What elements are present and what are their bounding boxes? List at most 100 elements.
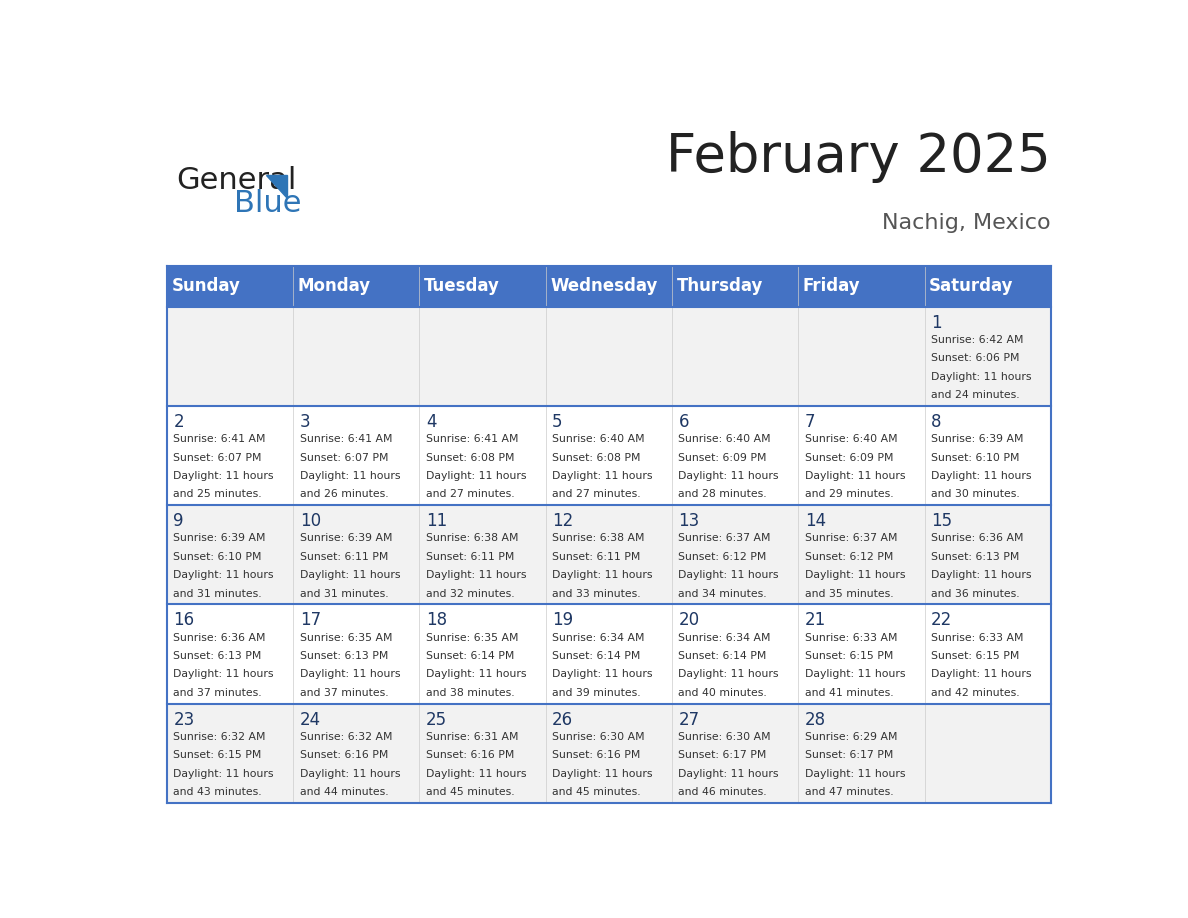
Text: Daylight: 11 hours: Daylight: 11 hours [931, 471, 1031, 481]
Text: Sunrise: 6:39 AM: Sunrise: 6:39 AM [299, 533, 392, 543]
Text: and 45 minutes.: and 45 minutes. [425, 787, 514, 797]
Text: Thursday: Thursday [677, 277, 763, 296]
Bar [166, 703, 1051, 803]
Text: 23: 23 [173, 711, 195, 729]
Text: Sunrise: 6:31 AM: Sunrise: 6:31 AM [425, 732, 518, 742]
Text: Sunrise: 6:33 AM: Sunrise: 6:33 AM [804, 633, 897, 643]
Polygon shape [266, 175, 286, 197]
Text: Daylight: 11 hours: Daylight: 11 hours [299, 471, 400, 481]
Text: 10: 10 [299, 512, 321, 531]
Text: Sunset: 6:11 PM: Sunset: 6:11 PM [552, 552, 640, 562]
Text: and 47 minutes.: and 47 minutes. [804, 787, 893, 797]
Text: and 31 minutes.: and 31 minutes. [299, 588, 388, 599]
Text: 7: 7 [804, 413, 815, 431]
Text: Daylight: 11 hours: Daylight: 11 hours [804, 669, 905, 679]
Text: Sunset: 6:11 PM: Sunset: 6:11 PM [425, 552, 514, 562]
Text: Sunrise: 6:29 AM: Sunrise: 6:29 AM [804, 732, 897, 742]
Text: Sunrise: 6:41 AM: Sunrise: 6:41 AM [299, 434, 392, 444]
Text: and 46 minutes.: and 46 minutes. [678, 787, 767, 797]
Text: Daylight: 11 hours: Daylight: 11 hours [173, 768, 274, 778]
Text: and 32 minutes.: and 32 minutes. [425, 588, 514, 599]
Text: 19: 19 [552, 611, 574, 630]
Text: 2: 2 [173, 413, 184, 431]
Text: Daylight: 11 hours: Daylight: 11 hours [552, 768, 652, 778]
Text: Sunset: 6:14 PM: Sunset: 6:14 PM [425, 651, 514, 661]
Bar [166, 265, 1051, 307]
Text: 27: 27 [678, 711, 700, 729]
Text: and 26 minutes.: and 26 minutes. [299, 489, 388, 499]
Text: Sunset: 6:16 PM: Sunset: 6:16 PM [425, 750, 514, 760]
Text: Daylight: 11 hours: Daylight: 11 hours [299, 669, 400, 679]
Text: Daylight: 11 hours: Daylight: 11 hours [173, 669, 274, 679]
Text: and 27 minutes.: and 27 minutes. [552, 489, 640, 499]
Text: Daylight: 11 hours: Daylight: 11 hours [425, 768, 526, 778]
Text: General: General [176, 166, 297, 195]
Text: and 24 minutes.: and 24 minutes. [931, 390, 1019, 400]
Text: Nachig, Mexico: Nachig, Mexico [883, 213, 1051, 232]
Text: Sunrise: 6:37 AM: Sunrise: 6:37 AM [804, 533, 897, 543]
Text: 16: 16 [173, 611, 195, 630]
Text: Sunrise: 6:30 AM: Sunrise: 6:30 AM [678, 732, 771, 742]
Text: Sunrise: 6:30 AM: Sunrise: 6:30 AM [552, 732, 645, 742]
Text: Sunrise: 6:40 AM: Sunrise: 6:40 AM [678, 434, 771, 444]
Text: Sunset: 6:13 PM: Sunset: 6:13 PM [299, 651, 388, 661]
Text: Wednesday: Wednesday [550, 277, 658, 296]
Text: Daylight: 11 hours: Daylight: 11 hours [678, 669, 779, 679]
Text: and 33 minutes.: and 33 minutes. [552, 588, 640, 599]
Text: and 43 minutes.: and 43 minutes. [173, 787, 263, 797]
Text: Sunday: Sunday [171, 277, 240, 296]
Text: 13: 13 [678, 512, 700, 531]
Bar [166, 505, 1051, 604]
Bar [166, 406, 1051, 505]
Text: Sunset: 6:17 PM: Sunset: 6:17 PM [678, 750, 766, 760]
Text: Daylight: 11 hours: Daylight: 11 hours [931, 372, 1031, 382]
Text: Daylight: 11 hours: Daylight: 11 hours [678, 471, 779, 481]
Text: Blue: Blue [234, 189, 302, 218]
Text: and 31 minutes.: and 31 minutes. [173, 588, 263, 599]
Text: Sunset: 6:15 PM: Sunset: 6:15 PM [931, 651, 1019, 661]
Text: Sunset: 6:09 PM: Sunset: 6:09 PM [678, 453, 767, 463]
Text: Daylight: 11 hours: Daylight: 11 hours [804, 471, 905, 481]
Text: and 25 minutes.: and 25 minutes. [173, 489, 263, 499]
Text: Sunset: 6:12 PM: Sunset: 6:12 PM [804, 552, 893, 562]
Text: 25: 25 [425, 711, 447, 729]
Text: Daylight: 11 hours: Daylight: 11 hours [804, 768, 905, 778]
Text: Sunset: 6:07 PM: Sunset: 6:07 PM [299, 453, 388, 463]
Text: Sunrise: 6:39 AM: Sunrise: 6:39 AM [931, 434, 1024, 444]
Text: Sunrise: 6:32 AM: Sunrise: 6:32 AM [299, 732, 392, 742]
Text: 4: 4 [425, 413, 436, 431]
Text: Sunset: 6:13 PM: Sunset: 6:13 PM [173, 651, 261, 661]
Text: Sunset: 6:08 PM: Sunset: 6:08 PM [552, 453, 640, 463]
Text: Sunset: 6:10 PM: Sunset: 6:10 PM [931, 453, 1019, 463]
Text: 26: 26 [552, 711, 574, 729]
Text: Friday: Friday [803, 277, 860, 296]
Text: and 30 minutes.: and 30 minutes. [931, 489, 1019, 499]
Text: 21: 21 [804, 611, 826, 630]
Text: Tuesday: Tuesday [424, 277, 500, 296]
Text: 1: 1 [931, 314, 942, 331]
Text: Sunrise: 6:35 AM: Sunrise: 6:35 AM [425, 633, 518, 643]
Text: 14: 14 [804, 512, 826, 531]
Text: 28: 28 [804, 711, 826, 729]
Text: and 40 minutes.: and 40 minutes. [678, 688, 767, 698]
Text: Sunset: 6:06 PM: Sunset: 6:06 PM [931, 353, 1019, 364]
Bar [166, 604, 1051, 703]
Text: and 45 minutes.: and 45 minutes. [552, 787, 640, 797]
Text: Daylight: 11 hours: Daylight: 11 hours [299, 570, 400, 580]
Text: Sunset: 6:09 PM: Sunset: 6:09 PM [804, 453, 893, 463]
Text: Daylight: 11 hours: Daylight: 11 hours [552, 471, 652, 481]
Text: 8: 8 [931, 413, 941, 431]
Text: Sunrise: 6:34 AM: Sunrise: 6:34 AM [552, 633, 645, 643]
Text: and 41 minutes.: and 41 minutes. [804, 688, 893, 698]
Text: Sunset: 6:16 PM: Sunset: 6:16 PM [552, 750, 640, 760]
Text: Sunset: 6:13 PM: Sunset: 6:13 PM [931, 552, 1019, 562]
Text: 12: 12 [552, 512, 574, 531]
Text: Daylight: 11 hours: Daylight: 11 hours [552, 570, 652, 580]
Text: 15: 15 [931, 512, 952, 531]
Text: Daylight: 11 hours: Daylight: 11 hours [425, 471, 526, 481]
Text: 5: 5 [552, 413, 563, 431]
Text: Sunrise: 6:42 AM: Sunrise: 6:42 AM [931, 335, 1024, 345]
Text: Sunrise: 6:38 AM: Sunrise: 6:38 AM [425, 533, 518, 543]
Text: Saturday: Saturday [929, 277, 1013, 296]
Text: Daylight: 11 hours: Daylight: 11 hours [678, 570, 779, 580]
